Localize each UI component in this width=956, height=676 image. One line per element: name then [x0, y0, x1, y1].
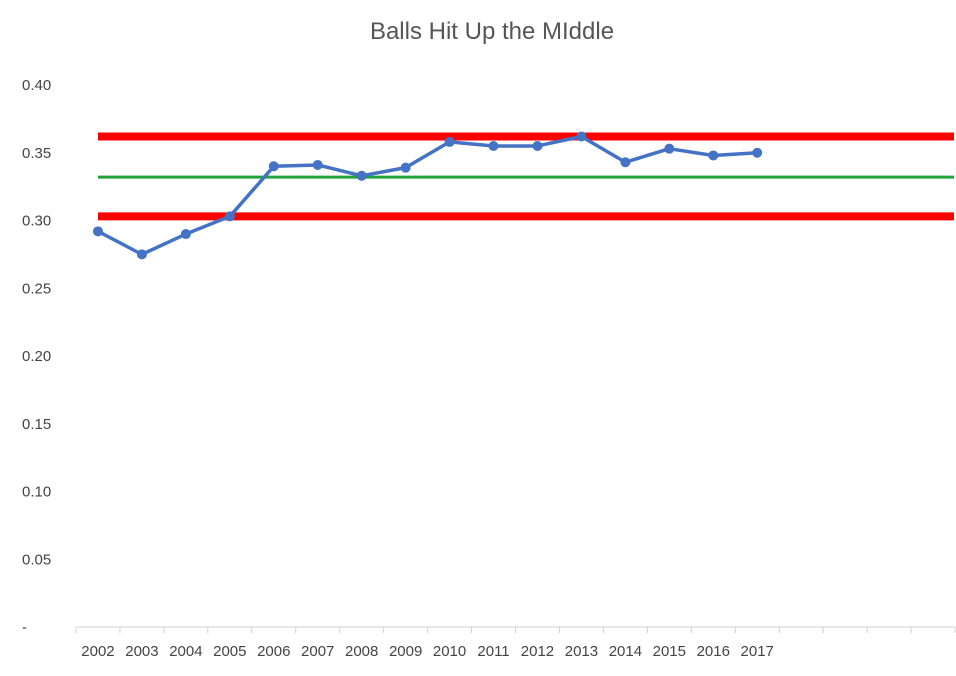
data-point — [180, 229, 191, 240]
series-line — [97, 134, 758, 257]
x-tick-label: 2003 — [125, 643, 158, 660]
x-tick-label: 2008 — [345, 643, 378, 660]
data-point — [224, 211, 235, 222]
data-point — [268, 161, 279, 172]
x-tick-label: 2014 — [609, 643, 642, 660]
y-tick-label: 0.05 — [22, 551, 51, 568]
y-tick-label: - — [22, 619, 27, 636]
x-tick-label: 2012 — [521, 643, 554, 660]
data-point — [664, 143, 675, 154]
y-tick-label: 0.40 — [22, 77, 51, 94]
x-tick-label: 2006 — [257, 643, 290, 660]
x-tick-label: 2017 — [741, 643, 774, 660]
data-point — [312, 159, 323, 170]
y-tick-label: 0.10 — [22, 484, 51, 501]
y-tick-label: 0.35 — [22, 145, 51, 162]
x-tick-label: 2015 — [653, 643, 686, 660]
x-tick-label: 2013 — [565, 643, 598, 660]
data-point — [400, 162, 411, 173]
chart-title: Balls Hit Up the MIddle — [369, 18, 615, 45]
x-tick-label: 2002 — [81, 643, 114, 660]
data-point — [532, 140, 543, 151]
x-tick-label: 2010 — [433, 643, 466, 660]
data-point — [576, 131, 587, 142]
data-point — [356, 170, 367, 181]
x-tick-label: 2016 — [697, 643, 730, 660]
x-tick-label: 2009 — [389, 643, 422, 660]
data-point — [92, 226, 103, 237]
data-point — [752, 147, 763, 158]
x-tick-label: 2011 — [477, 643, 509, 660]
y-tick-label: 0.20 — [22, 348, 51, 365]
data-point — [488, 140, 499, 151]
x-tick-label: 2004 — [169, 643, 202, 660]
data-point — [444, 136, 455, 147]
data-point — [136, 249, 147, 260]
data-point — [708, 150, 719, 161]
y-tick-label: 0.30 — [22, 213, 51, 230]
x-tick-label: 2007 — [301, 643, 334, 660]
x-tick-label: 2005 — [213, 643, 246, 660]
y-tick-label: 0.25 — [22, 280, 51, 297]
y-tick-label: 0.15 — [22, 416, 51, 433]
data-point — [620, 157, 631, 168]
